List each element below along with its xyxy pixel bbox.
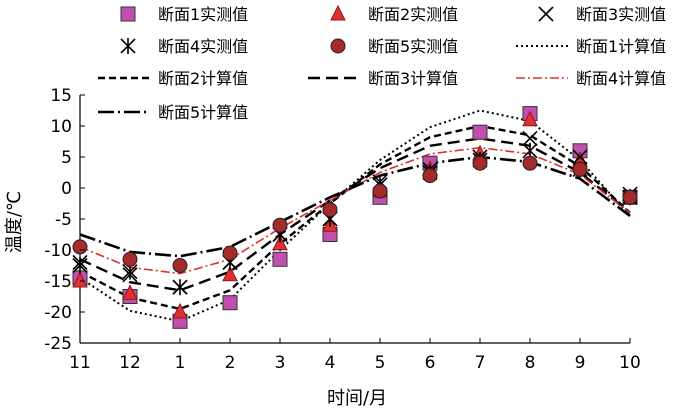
x-tick-label: 2 [225,353,236,373]
legend-label: 断面2计算值 [158,69,248,88]
legend-marker [120,6,136,22]
y-tick-label: -10 [44,241,72,261]
measured-point-series-3-stroke [522,130,538,146]
legend-label: 断面1计算值 [576,37,666,56]
x-tick-label: 7 [475,353,486,373]
measured-point-series-2 [522,110,538,127]
measured-point-series-1 [272,251,288,267]
legend-label: 断面3实测值 [576,5,666,24]
measured-point-series-2 [72,271,88,288]
measured-point-series-4 [172,279,188,296]
measured-point-series-2 [122,284,138,300]
calculated-series-line-5 [79,155,631,258]
legend-marker [330,4,346,21]
y-tick-label: 5 [61,148,72,168]
measured-point-series-2 [272,234,288,251]
x-tick-label: 6 [425,353,436,373]
measured-point-series-5 [472,155,488,171]
legend-label: 断面5计算值 [158,103,248,122]
measured-point-series-5 [422,168,438,184]
measured-point-series-5 [272,217,288,233]
x-tick-label: 5 [375,353,386,373]
legend-item: 断面4计算值 [516,69,666,88]
legend-item: 断面3实测值 [538,5,666,24]
x-tick-label: 11 [69,353,91,373]
measured-point-series-3 [572,149,588,165]
legend-item: 断面5实测值 [330,37,458,56]
measured-point-series-5 [522,155,538,171]
plot-area [72,95,638,344]
legend-item: 断面3计算值 [308,69,458,88]
calculated-series-line-3 [79,137,631,292]
measured-point-series-3-stroke [572,149,588,165]
measured-point-series-5 [622,189,638,205]
measured-point-series-5 [72,239,88,255]
measured-point-series-5 [222,245,238,261]
legend-marker [330,38,346,54]
calculated-series-line-2 [79,124,631,311]
y-tick-label: -25 [44,334,72,354]
legend-marker [120,38,136,54]
x-tick-label: 4 [325,353,336,373]
y-tick-label: 15 [50,86,72,106]
y-tick-label: -15 [44,272,72,292]
x-tick-label: 10 [619,353,641,373]
y-axis-title: 温度/℃ [4,191,25,253]
legend-item: 断面1计算值 [516,37,666,56]
legend-item: 断面4实测值 [120,37,248,56]
x-tick-label: 12 [119,353,141,373]
x-tick-label: 3 [275,353,286,373]
y-tick-label: 0 [61,179,72,199]
measured-point-series-5 [122,251,138,267]
y-tick-label: -5 [55,210,72,230]
legend-item: 断面5计算值 [98,103,248,122]
measured-point-series-3 [522,130,538,146]
legend-label: 断面4实测值 [158,37,248,56]
legend-label: 断面1实测值 [158,5,248,24]
legend-item: 断面2计算值 [98,69,248,88]
measured-point-series-5 [322,202,338,218]
legend-label: 断面3计算值 [368,69,458,88]
measured-point-series-5 [372,183,388,199]
y-tick-label: -20 [44,303,72,323]
x-tick-label: 9 [575,353,586,373]
legend-item: 断面1实测值 [120,5,248,24]
y-axis-ticks: 15 10 5 0 -5 -10 -15 -20 -25 [44,86,85,354]
legend-item: 断面2实测值 [330,4,458,24]
x-axis-ticks: 11 12 1 2 3 4 5 6 7 8 9 10 [69,338,641,373]
y-tick-label: 10 [50,117,72,137]
x-axis-title: 时间/月 [327,388,387,409]
calculated-series-line-1 [79,109,631,323]
legend-label: 断面4计算值 [576,69,666,88]
legend-label: 断面2实测值 [368,5,458,24]
measured-point-series-5 [172,258,188,273]
measured-point-series-5 [572,161,588,177]
measured-point-series-1 [222,295,238,311]
x-tick-label: 1 [175,353,186,373]
legend-marker [538,6,554,22]
measured-point-series-2 [222,265,238,282]
legend-marker-stroke [538,6,554,22]
legend-label: 断面5实测值 [368,37,458,56]
x-tick-label: 8 [525,353,536,373]
measured-point-series-1 [472,124,488,140]
measured-point-series-4 [72,257,88,274]
measured-point-series-2 [172,302,188,319]
